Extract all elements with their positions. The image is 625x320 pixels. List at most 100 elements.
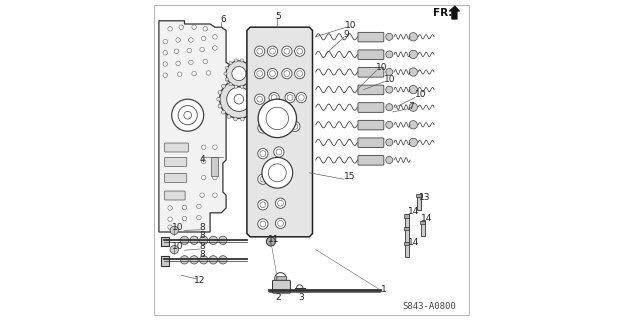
Text: 1: 1 [381,285,387,294]
Circle shape [201,175,206,180]
Circle shape [409,121,418,129]
Circle shape [217,97,221,101]
Text: 7: 7 [408,102,414,111]
Circle shape [386,33,393,40]
Circle shape [260,221,266,227]
Circle shape [172,99,204,131]
Bar [405,227,409,243]
FancyBboxPatch shape [358,103,384,112]
Circle shape [221,110,226,114]
Circle shape [274,147,284,157]
Circle shape [218,104,222,108]
Text: 12: 12 [194,276,206,285]
Circle shape [199,256,208,264]
Circle shape [249,66,252,69]
Circle shape [225,66,228,69]
Circle shape [258,148,268,159]
Bar [161,256,169,266]
Text: 15: 15 [344,172,356,181]
Circle shape [276,198,286,208]
Circle shape [181,256,189,264]
Circle shape [203,59,208,64]
Bar [421,221,424,236]
Circle shape [282,68,292,79]
Text: 10: 10 [376,63,388,72]
Text: 13: 13 [419,193,430,202]
Circle shape [274,121,284,132]
Bar [276,276,286,281]
Circle shape [192,71,196,76]
Circle shape [386,156,393,164]
Circle shape [163,73,168,77]
Circle shape [268,46,278,56]
Circle shape [409,50,418,59]
Circle shape [213,35,217,39]
Circle shape [221,84,226,88]
Circle shape [227,87,251,111]
Circle shape [220,80,258,118]
Circle shape [262,157,292,188]
Circle shape [234,117,238,121]
Text: 14: 14 [408,207,419,216]
Circle shape [179,25,184,29]
Polygon shape [159,21,234,232]
FancyBboxPatch shape [164,157,187,166]
Circle shape [298,95,304,100]
Circle shape [176,61,181,66]
Text: 8: 8 [199,223,205,232]
Circle shape [257,97,261,101]
Circle shape [177,72,182,76]
Circle shape [297,71,302,76]
Circle shape [260,151,266,156]
Circle shape [288,95,293,100]
Polygon shape [449,6,460,19]
FancyBboxPatch shape [358,85,384,95]
Circle shape [268,68,278,79]
Circle shape [258,174,268,184]
Circle shape [254,68,265,79]
Circle shape [284,48,290,54]
Text: 9: 9 [343,30,349,39]
Circle shape [409,103,418,111]
Circle shape [182,205,187,210]
Circle shape [278,220,283,226]
Text: 10: 10 [344,21,356,30]
Circle shape [294,68,305,79]
Circle shape [206,71,211,75]
Circle shape [266,107,289,130]
Circle shape [386,121,393,128]
Circle shape [174,49,179,53]
Text: 2: 2 [276,293,281,302]
Circle shape [296,92,306,103]
FancyBboxPatch shape [164,191,185,200]
Circle shape [168,206,172,210]
Circle shape [278,200,283,206]
Polygon shape [247,27,312,237]
Text: 3: 3 [298,293,304,302]
Circle shape [268,164,286,182]
Circle shape [213,145,217,149]
Circle shape [409,68,418,76]
Circle shape [182,216,187,221]
Circle shape [209,236,217,244]
Bar [405,242,409,257]
Text: 8: 8 [199,250,205,259]
Text: 4: 4 [200,155,206,164]
Circle shape [190,256,198,264]
Circle shape [190,236,198,244]
Circle shape [251,72,254,75]
Circle shape [163,39,168,44]
FancyBboxPatch shape [164,173,187,182]
Circle shape [181,236,189,244]
Circle shape [296,285,303,291]
Circle shape [170,245,178,254]
Circle shape [386,139,393,146]
Circle shape [284,71,290,76]
Circle shape [386,86,393,93]
Text: 10: 10 [415,90,426,99]
Circle shape [285,92,295,103]
Bar [161,237,169,246]
Circle shape [260,125,266,131]
Text: 10: 10 [173,223,184,232]
Circle shape [224,72,227,75]
